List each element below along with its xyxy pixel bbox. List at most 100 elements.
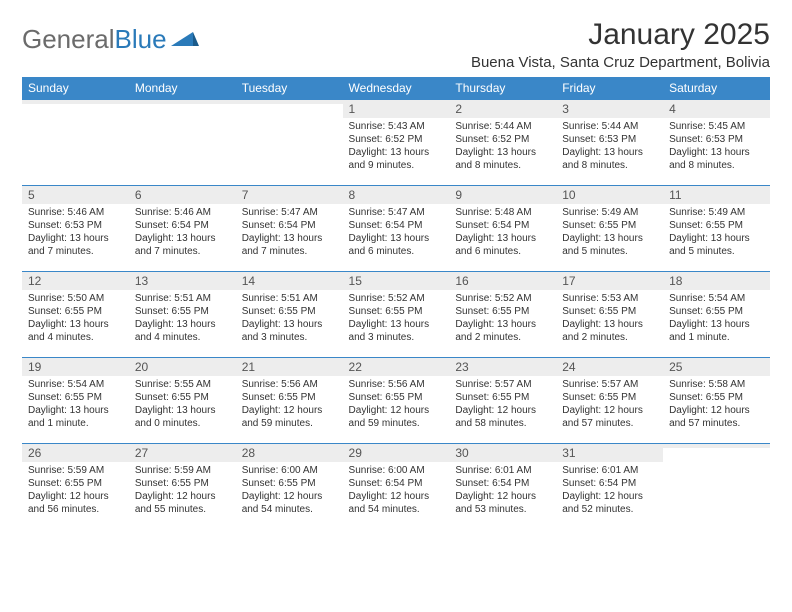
day-number: 18 [663,272,770,290]
day-number: 10 [556,186,663,204]
day-details: Sunrise: 5:52 AMSunset: 6:55 PMDaylight:… [449,290,556,350]
calendar-day-cell: 18Sunrise: 5:54 AMSunset: 6:55 PMDayligh… [663,272,770,358]
daylight-text: Daylight: 13 hours and 3 minutes. [349,318,444,344]
calendar-day-cell: 21Sunrise: 5:56 AMSunset: 6:55 PMDayligh… [236,358,343,444]
day-details: Sunrise: 6:01 AMSunset: 6:54 PMDaylight:… [556,462,663,522]
weekday-header: Friday [556,77,663,100]
calendar-day-cell: 5Sunrise: 5:46 AMSunset: 6:53 PMDaylight… [22,186,129,272]
day-number: 28 [236,444,343,462]
calendar-page: GeneralBlue January 2025 Buena Vista, Sa… [0,0,792,548]
day-details: Sunrise: 5:54 AMSunset: 6:55 PMDaylight:… [22,376,129,436]
day-details: Sunrise: 5:50 AMSunset: 6:55 PMDaylight:… [22,290,129,350]
sunrise-text: Sunrise: 6:00 AM [242,464,337,477]
calendar-week-row: 1Sunrise: 5:43 AMSunset: 6:52 PMDaylight… [22,100,770,186]
sunset-text: Sunset: 6:52 PM [455,133,550,146]
calendar-day-cell: 14Sunrise: 5:51 AMSunset: 6:55 PMDayligh… [236,272,343,358]
day-number: 5 [22,186,129,204]
daylight-text: Daylight: 12 hours and 58 minutes. [455,404,550,430]
sunset-text: Sunset: 6:54 PM [349,477,444,490]
calendar-day-cell: 7Sunrise: 5:47 AMSunset: 6:54 PMDaylight… [236,186,343,272]
day-details: Sunrise: 5:56 AMSunset: 6:55 PMDaylight:… [343,376,450,436]
sunset-text: Sunset: 6:54 PM [242,219,337,232]
daylight-text: Daylight: 13 hours and 9 minutes. [349,146,444,172]
calendar-day-cell: 9Sunrise: 5:48 AMSunset: 6:54 PMDaylight… [449,186,556,272]
day-number: 2 [449,100,556,118]
sunrise-text: Sunrise: 5:43 AM [349,120,444,133]
day-number: 17 [556,272,663,290]
daylight-text: Daylight: 13 hours and 8 minutes. [455,146,550,172]
calendar-day-cell: 22Sunrise: 5:56 AMSunset: 6:55 PMDayligh… [343,358,450,444]
weekday-header-row: Sunday Monday Tuesday Wednesday Thursday… [22,77,770,100]
sunset-text: Sunset: 6:55 PM [28,391,123,404]
day-number: 8 [343,186,450,204]
sunset-text: Sunset: 6:55 PM [28,477,123,490]
sunrise-text: Sunrise: 5:52 AM [455,292,550,305]
calendar-day-cell: 19Sunrise: 5:54 AMSunset: 6:55 PMDayligh… [22,358,129,444]
calendar-day-cell: 8Sunrise: 5:47 AMSunset: 6:54 PMDaylight… [343,186,450,272]
day-number: 14 [236,272,343,290]
day-details: Sunrise: 5:48 AMSunset: 6:54 PMDaylight:… [449,204,556,264]
sunset-text: Sunset: 6:55 PM [455,305,550,318]
day-number: 25 [663,358,770,376]
day-details: Sunrise: 6:00 AMSunset: 6:55 PMDaylight:… [236,462,343,522]
sunrise-text: Sunrise: 5:52 AM [349,292,444,305]
day-details [22,104,129,112]
day-details: Sunrise: 5:59 AMSunset: 6:55 PMDaylight:… [129,462,236,522]
sunrise-text: Sunrise: 5:49 AM [669,206,764,219]
day-details: Sunrise: 5:51 AMSunset: 6:55 PMDaylight:… [236,290,343,350]
sunrise-text: Sunrise: 5:58 AM [669,378,764,391]
day-details: Sunrise: 5:57 AMSunset: 6:55 PMDaylight:… [556,376,663,436]
day-number: 23 [449,358,556,376]
sunset-text: Sunset: 6:53 PM [562,133,657,146]
sunset-text: Sunset: 6:54 PM [135,219,230,232]
sunrise-text: Sunrise: 5:56 AM [242,378,337,391]
calendar-day-cell: 29Sunrise: 6:00 AMSunset: 6:54 PMDayligh… [343,444,450,530]
sunrise-text: Sunrise: 6:01 AM [562,464,657,477]
sunset-text: Sunset: 6:53 PM [28,219,123,232]
sunrise-text: Sunrise: 5:55 AM [135,378,230,391]
day-details: Sunrise: 5:46 AMSunset: 6:54 PMDaylight:… [129,204,236,264]
calendar-day-cell: 28Sunrise: 6:00 AMSunset: 6:55 PMDayligh… [236,444,343,530]
weekday-header: Wednesday [343,77,450,100]
weekday-header: Saturday [663,77,770,100]
day-number: 9 [449,186,556,204]
calendar-day-cell: 23Sunrise: 5:57 AMSunset: 6:55 PMDayligh… [449,358,556,444]
day-number: 13 [129,272,236,290]
sunset-text: Sunset: 6:54 PM [349,219,444,232]
calendar-day-cell: 10Sunrise: 5:49 AMSunset: 6:55 PMDayligh… [556,186,663,272]
day-details: Sunrise: 6:01 AMSunset: 6:54 PMDaylight:… [449,462,556,522]
calendar-week-row: 26Sunrise: 5:59 AMSunset: 6:55 PMDayligh… [22,444,770,530]
calendar-week-row: 5Sunrise: 5:46 AMSunset: 6:53 PMDaylight… [22,186,770,272]
sunset-text: Sunset: 6:55 PM [562,391,657,404]
day-details: Sunrise: 5:49 AMSunset: 6:55 PMDaylight:… [663,204,770,264]
day-number: 19 [22,358,129,376]
sunset-text: Sunset: 6:55 PM [242,305,337,318]
sunrise-text: Sunrise: 5:48 AM [455,206,550,219]
day-number: 16 [449,272,556,290]
calendar-day-cell: 20Sunrise: 5:55 AMSunset: 6:55 PMDayligh… [129,358,236,444]
day-number: 3 [556,100,663,118]
daylight-text: Daylight: 13 hours and 8 minutes. [669,146,764,172]
daylight-text: Daylight: 13 hours and 4 minutes. [28,318,123,344]
day-details: Sunrise: 5:58 AMSunset: 6:55 PMDaylight:… [663,376,770,436]
daylight-text: Daylight: 12 hours and 57 minutes. [669,404,764,430]
calendar-day-cell: 27Sunrise: 5:59 AMSunset: 6:55 PMDayligh… [129,444,236,530]
daylight-text: Daylight: 12 hours and 59 minutes. [349,404,444,430]
daylight-text: Daylight: 13 hours and 8 minutes. [562,146,657,172]
sunrise-text: Sunrise: 5:59 AM [28,464,123,477]
calendar-week-row: 19Sunrise: 5:54 AMSunset: 6:55 PMDayligh… [22,358,770,444]
day-details: Sunrise: 5:46 AMSunset: 6:53 PMDaylight:… [22,204,129,264]
day-number: 4 [663,100,770,118]
sunset-text: Sunset: 6:53 PM [669,133,764,146]
daylight-text: Daylight: 13 hours and 1 minute. [669,318,764,344]
sunset-text: Sunset: 6:55 PM [28,305,123,318]
title-block: January 2025 Buena Vista, Santa Cruz Dep… [471,18,770,71]
sunset-text: Sunset: 6:55 PM [669,391,764,404]
day-number: 30 [449,444,556,462]
day-details: Sunrise: 5:45 AMSunset: 6:53 PMDaylight:… [663,118,770,178]
calendar-day-cell: 26Sunrise: 5:59 AMSunset: 6:55 PMDayligh… [22,444,129,530]
sunrise-text: Sunrise: 5:47 AM [349,206,444,219]
daylight-text: Daylight: 13 hours and 3 minutes. [242,318,337,344]
day-details [663,448,770,456]
calendar-day-cell: 1Sunrise: 5:43 AMSunset: 6:52 PMDaylight… [343,100,450,186]
